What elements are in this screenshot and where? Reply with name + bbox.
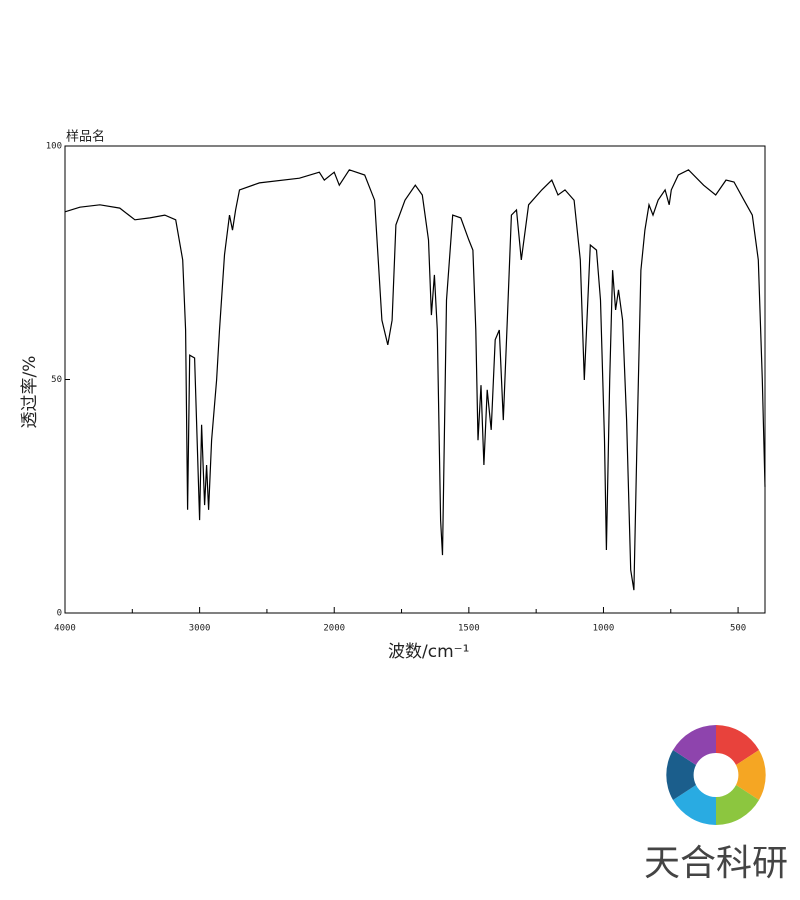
logo-text: 天合科研: [644, 843, 788, 884]
logo-petal: [716, 785, 759, 825]
logo-petal: [673, 785, 716, 825]
y-tick-label: 50: [51, 375, 62, 385]
chart-title: 样品名: [66, 129, 105, 145]
y-tick-label: 0: [57, 609, 62, 619]
logo-petal: [673, 725, 716, 765]
logo-petal: [716, 725, 759, 765]
logo-petal: [736, 750, 766, 800]
x-tick-label: 2000: [323, 624, 345, 634]
logo-petal: [666, 750, 696, 800]
spectrum-line: [64, 169, 766, 591]
y-axis-label: 透过率/%: [20, 356, 40, 429]
x-tick-label: 3000: [189, 624, 211, 634]
y-tick-label: 100: [46, 142, 62, 152]
x-axis-label: 波数/cm⁻¹: [388, 642, 469, 662]
x-tick-label: 1500: [458, 624, 480, 634]
logo: [666, 725, 766, 825]
x-tick-label: 500: [730, 624, 746, 634]
plot-frame: [64, 145, 766, 614]
x-tick-label: 4000: [54, 624, 76, 634]
x-tick-label: 1000: [593, 624, 615, 634]
